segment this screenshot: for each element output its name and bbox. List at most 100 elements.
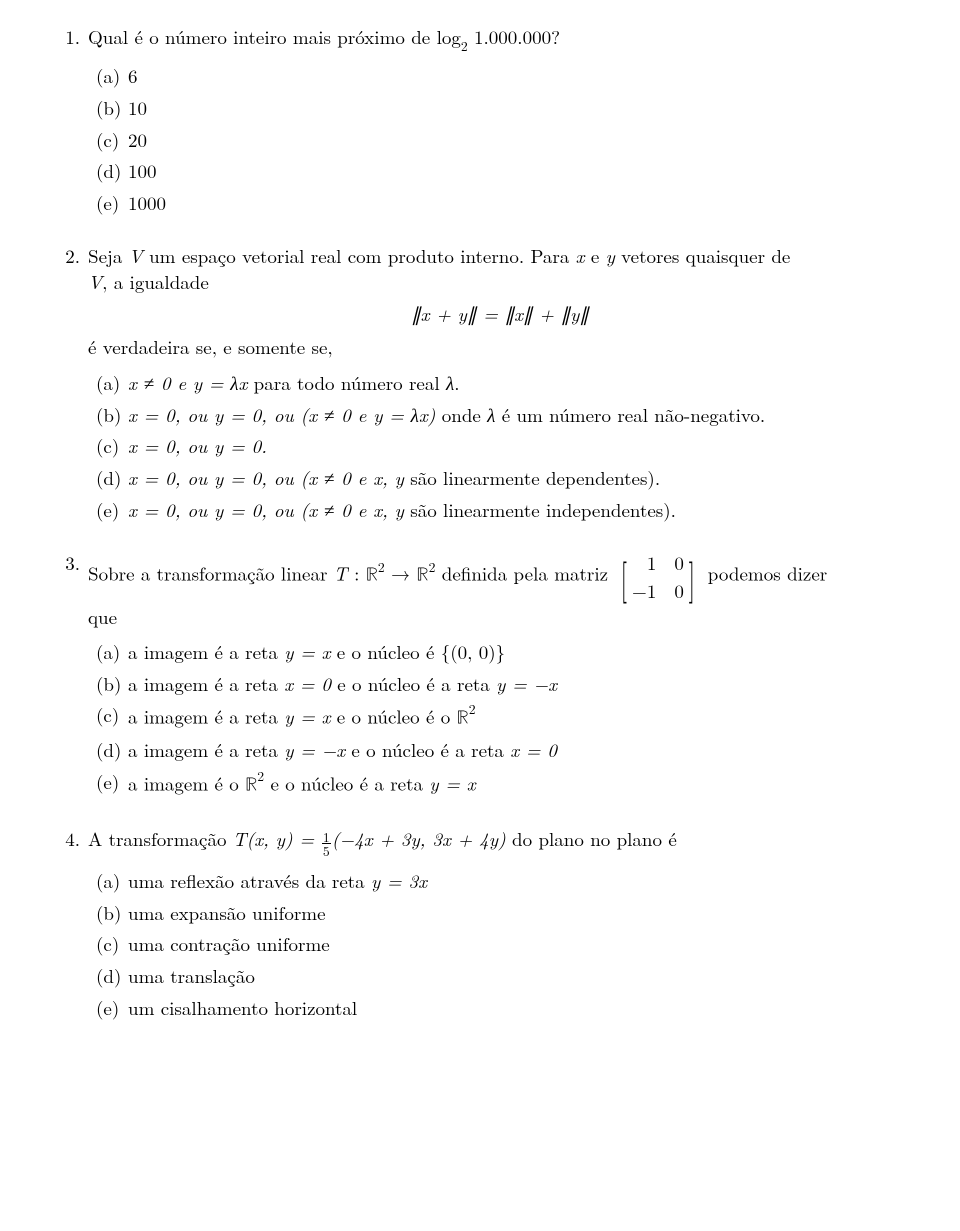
option-text: um cisalhamento horizontal [128, 995, 912, 1021]
t2: e o núcleo é a reta [331, 670, 496, 697]
opt-txt: são linearmente independentes). [404, 496, 676, 523]
option-3e: (e) a imagem é o ℝ2 e o núcleo é a reta … [96, 769, 912, 798]
option-label: (b) [96, 900, 128, 926]
option-text: uma reflexão através da reta y = 3x [128, 868, 912, 894]
option-label: (c) [96, 433, 128, 459]
t1: a imagem é a reta [128, 736, 284, 763]
t2: e o núcleo é a reta [345, 736, 510, 763]
sup: 2 [257, 766, 264, 785]
t1: a imagem é a reta [128, 703, 284, 730]
q2-l1-post: um espaço vetorial real com produto inte… [143, 242, 576, 269]
q2-V: V [129, 242, 143, 269]
m1: y = 3x [371, 867, 427, 894]
m21: −1 [632, 578, 656, 604]
opt-math: x ≠ 0 e y = λx [128, 369, 247, 396]
option-3c: (c) a imagem é a reta y = x e o núcleo é… [96, 702, 912, 731]
question-1-options: (a)6 (b)10 (c)20 (d)100 (e)1000 [96, 63, 912, 215]
question-4-options: (a) uma reflexão através da reta y = 3x … [96, 868, 912, 1020]
m11: 1 [632, 550, 656, 576]
q2-V2: V [88, 268, 102, 295]
q4-T: T [233, 825, 247, 852]
q2-x: x [576, 242, 585, 269]
option-text: x = 0, ou y = 0, ou (x ≠ 0 e x, y são li… [128, 497, 912, 523]
q1-text-pre: Qual é o número inteiro mais próximo de … [88, 23, 461, 50]
question-text: Qual é o número inteiro mais próximo de … [88, 24, 912, 53]
option-label: (a) [96, 868, 128, 894]
option-text: a imagem é a reta y = x e o núcleo é {(0… [128, 639, 912, 665]
m1: y = x [284, 638, 330, 665]
option-3b: (b) a imagem é a reta x = 0 e o núcleo é… [96, 671, 912, 697]
option-text: a imagem é o ℝ2 e o núcleo é a reta y = … [128, 769, 912, 798]
question-text: Sobre a transformação linear T : ℝ2 → ℝ2… [88, 550, 912, 629]
q3-matrix: [10−10] [618, 550, 697, 603]
q1-text-post: 1.000.000? [468, 23, 560, 50]
m1: y = x [284, 703, 330, 730]
option-label: (c) [96, 127, 128, 153]
R: ℝ [245, 775, 257, 794]
option-2d: (d) x = 0, ou y = 0, ou (x ≠ 0 e x, y sã… [96, 465, 912, 491]
question-text: A transformação T(x, y) = 15(−4x + 3y, 3… [88, 826, 912, 858]
option-label: (a) [96, 370, 128, 396]
option-text: x = 0, ou y = 0, ou (x ≠ 0 e y = λx) ond… [128, 402, 912, 428]
question-2-options: (a) x ≠ 0 e y = λx para todo número real… [96, 370, 912, 522]
q3-t1: Sobre a transformação linear [88, 560, 334, 587]
option-1e: (e)1000 [96, 190, 912, 216]
option-text: x = 0, ou y = 0. [128, 433, 912, 459]
option-2e: (e) x = 0, ou y = 0, ou (x ≠ 0 e x, y sã… [96, 497, 912, 523]
m2: y = x [429, 769, 475, 796]
opt-txt: onde [435, 401, 487, 428]
question-1: 1. Qual é o número inteiro mais próximo … [56, 24, 912, 215]
question-3-options: (a) a imagem é a reta y = x e o núcleo é… [96, 639, 912, 798]
question-4: 4. A transformação T(x, y) = 15(−4x + 3y… [56, 826, 912, 1020]
q2-mid2: vetores quaisquer de [615, 242, 791, 269]
option-text: 1000 [128, 190, 912, 216]
m1: y = −x [284, 736, 345, 763]
opt-lam: λ [446, 369, 454, 396]
t2: e o núcleo é o [330, 703, 456, 730]
question-2: 2. Seja V um espaço vetorial real com pr… [56, 243, 912, 522]
option-text: uma contração uniforme [128, 931, 912, 957]
m22: 0 [674, 578, 684, 604]
option-1d: (d)100 [96, 158, 912, 184]
q4-t2: do plano no plano é [506, 825, 677, 852]
option-text: uma expansão uniforme [128, 900, 912, 926]
option-text: a imagem é a reta y = −x e o núcleo é a … [128, 737, 912, 763]
question-4-stem: 4. A transformação T(x, y) = 15(−4x + 3y… [56, 826, 912, 858]
option-label: (c) [96, 702, 128, 728]
option-label: (e) [96, 497, 128, 523]
option-label: (d) [96, 963, 128, 989]
m2: y = −x [496, 670, 557, 697]
t2: e o núcleo é a reta [264, 769, 429, 796]
option-text: 6 [128, 63, 912, 89]
question-1-stem: 1. Qual é o número inteiro mais próximo … [56, 24, 912, 53]
option-label: (a) [96, 639, 128, 665]
option-text: a imagem é a reta y = x e o núcleo é o ℝ… [128, 702, 912, 731]
q4-paren: (−4x + 3y, 3x + 4y) [332, 825, 506, 852]
t1: a imagem é a reta [128, 670, 284, 697]
option-1a: (a)6 [96, 63, 912, 89]
option-4c: (c)uma contração uniforme [96, 931, 912, 957]
t1: a imagem é o [128, 769, 245, 796]
option-text: 10 [128, 95, 912, 121]
q3-sup1: 2 [378, 557, 385, 576]
option-label: (e) [96, 995, 128, 1021]
q4-frac: 15 [322, 830, 331, 858]
question-number: 1. [56, 24, 80, 50]
question-number: 4. [56, 826, 80, 852]
option-text: x = 0, ou y = 0, ou (x ≠ 0 e x, y são li… [128, 465, 912, 491]
m2: {(0, 0)} [441, 638, 505, 665]
q3-t2: definida pela matriz [435, 560, 614, 587]
m12: 0 [674, 550, 684, 576]
option-label: (b) [96, 402, 128, 428]
question-number: 3. [56, 550, 80, 576]
q4-t1: A transformação [88, 825, 233, 852]
option-2b: (b) x = 0, ou y = 0, ou (x ≠ 0 e y = λx)… [96, 402, 912, 428]
question-3: 3. Sobre a transformação linear T : ℝ2 →… [56, 550, 912, 798]
q3-sup2: 2 [429, 557, 436, 576]
q3-colon: : [354, 560, 366, 587]
question-2-stem: 2. Seja V um espaço vetorial real com pr… [56, 243, 912, 360]
t1: a imagem é a reta [128, 638, 284, 665]
option-text: a imagem é a reta x = 0 e o núcleo é a r… [128, 671, 912, 697]
question-number: 2. [56, 243, 80, 269]
t1: uma reflexão através da reta [128, 867, 371, 894]
